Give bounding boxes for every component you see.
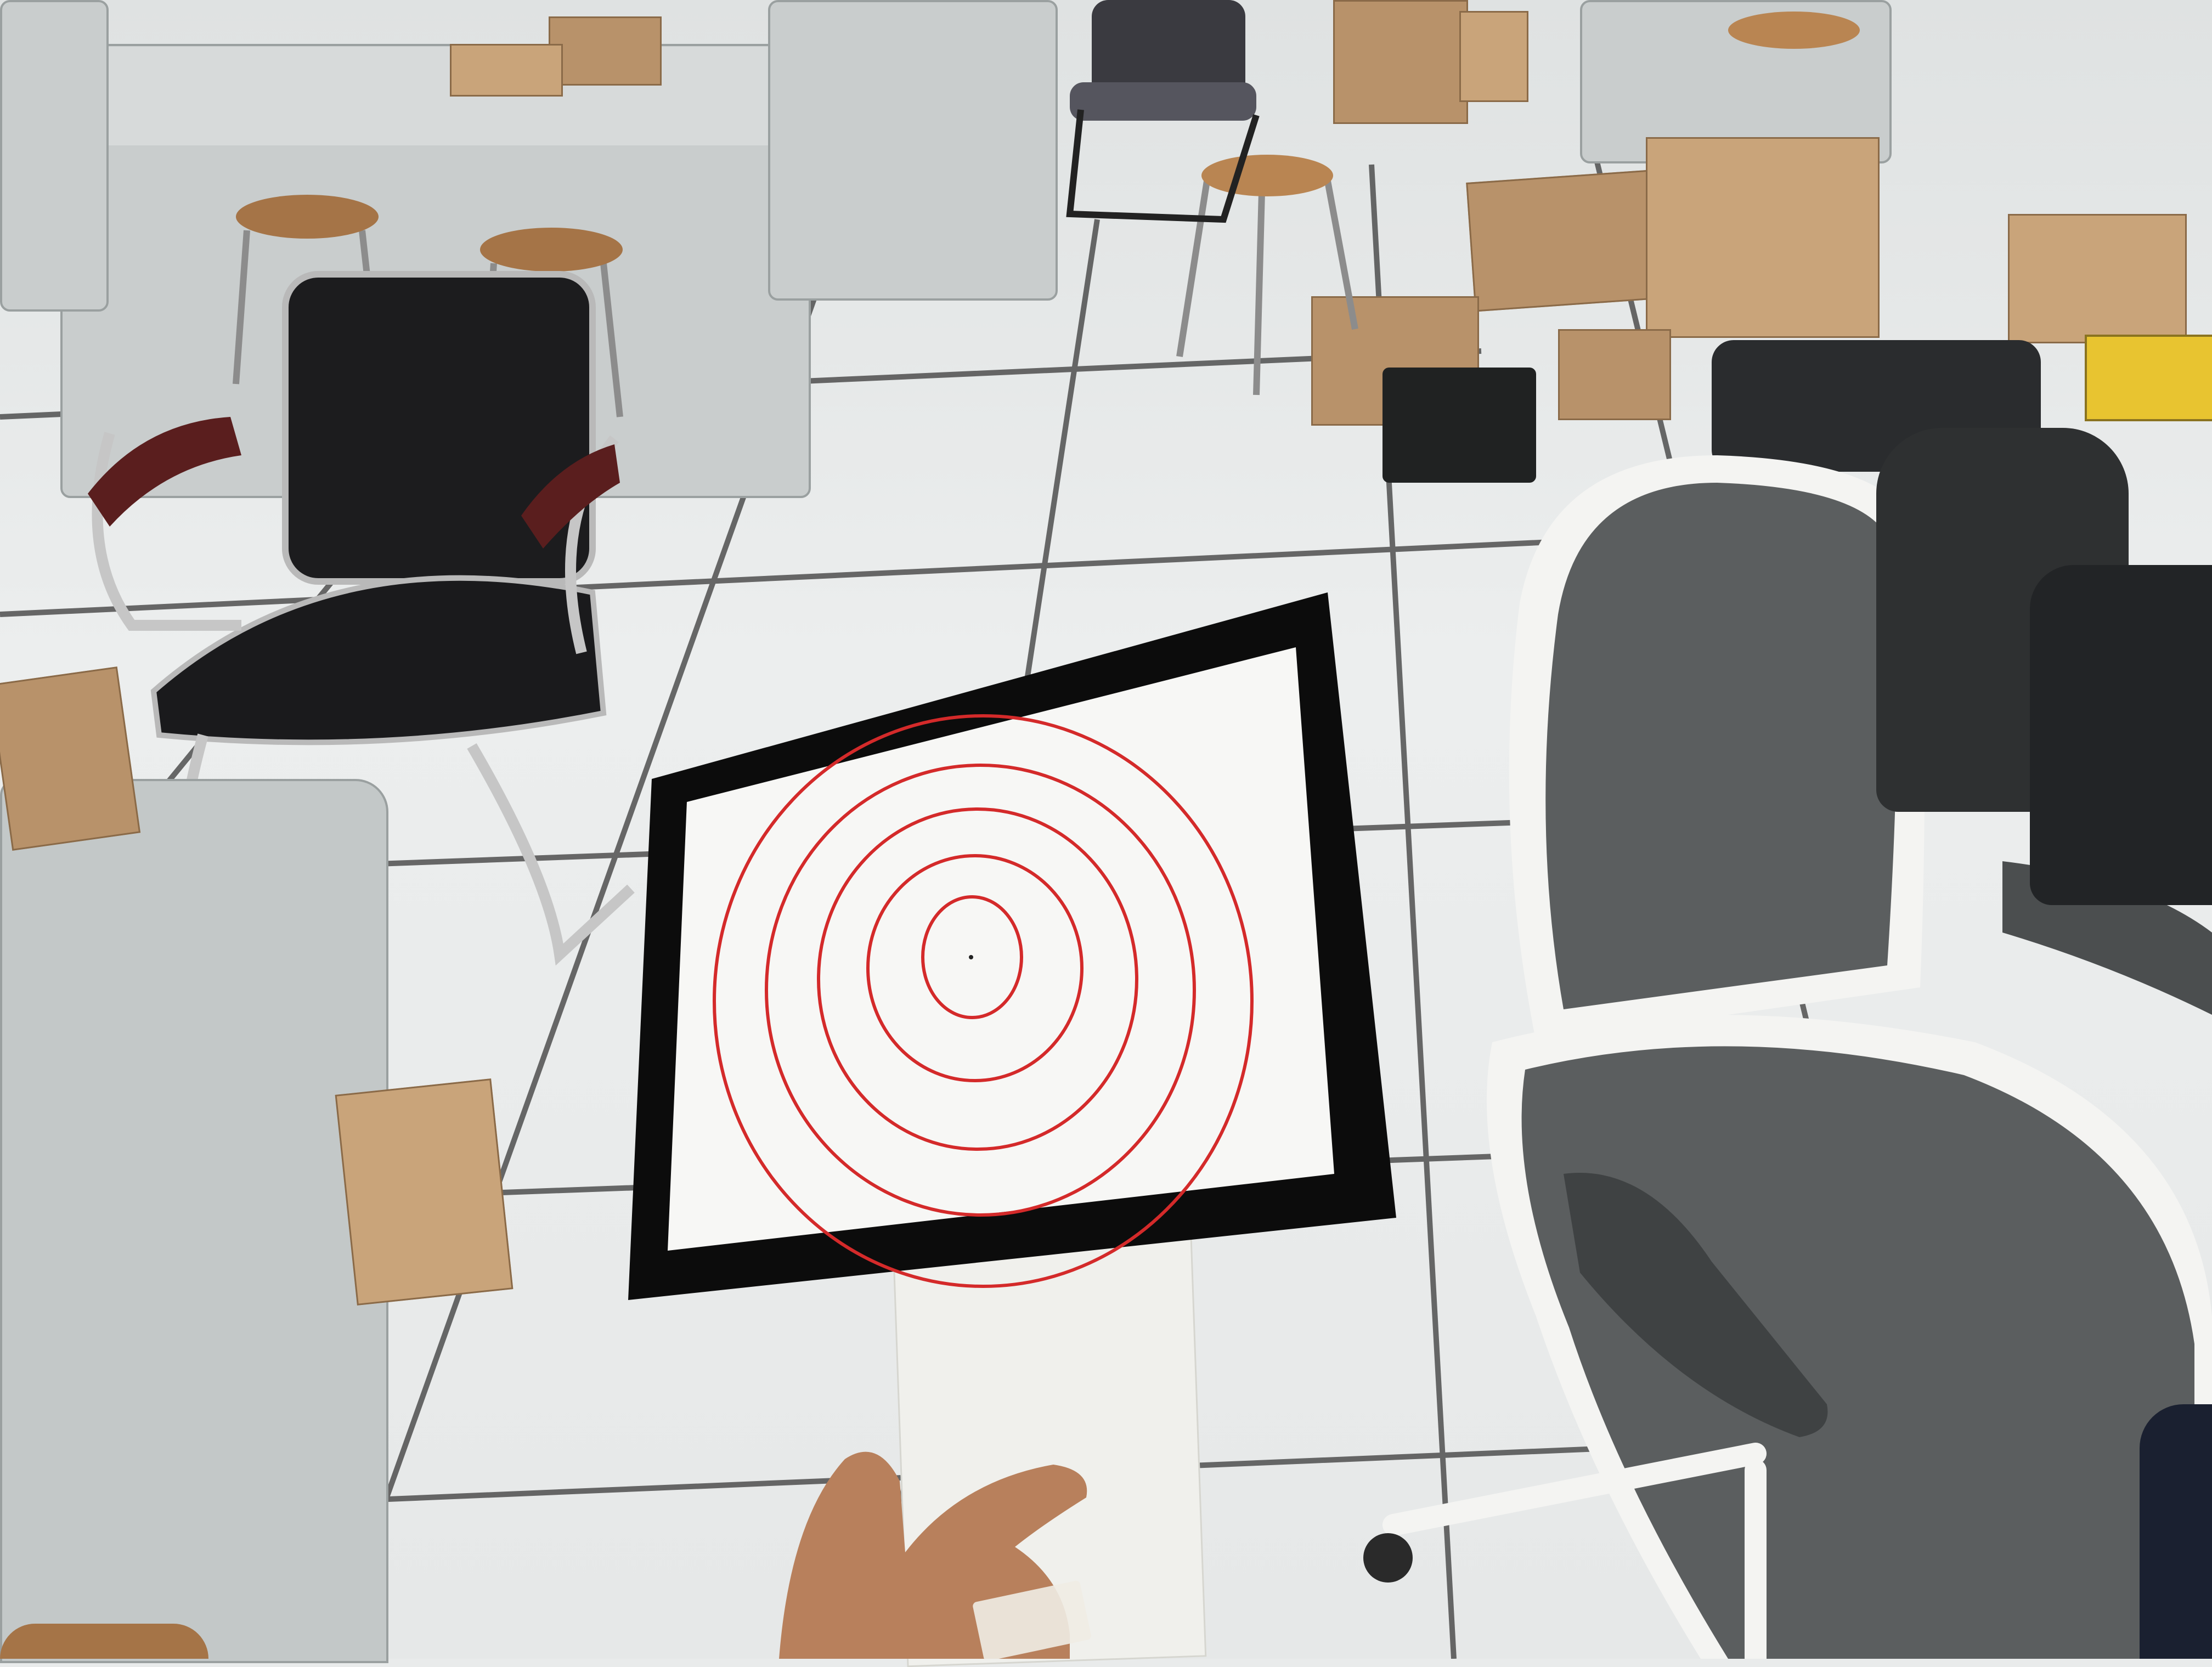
sleeve: [2140, 1404, 2212, 1659]
target-ring: [866, 854, 1084, 1082]
stool-seat: [480, 228, 623, 272]
cardboard-box: [549, 16, 662, 86]
target-center-dot: [969, 955, 973, 959]
desk-foreground-left: [0, 779, 388, 1663]
cardboard-box-open: [1646, 137, 1880, 338]
cardboard-box: [1459, 11, 1528, 102]
stool-seat: [1728, 12, 1860, 49]
tape-strip: [973, 1580, 1091, 1659]
target-ring: [817, 807, 1138, 1151]
cardboard-box: [2008, 214, 2187, 343]
target-ring: [921, 895, 1023, 1019]
office-desk-middle: [768, 0, 1058, 301]
yellow-toolbox: [2085, 335, 2212, 421]
stool-seat: [0, 1624, 208, 1659]
cardboard-box: [450, 44, 563, 97]
cardboard-box: [1333, 0, 1468, 124]
target-rings: [713, 714, 1254, 1288]
backpack: [2030, 565, 2212, 905]
target-ring: [765, 764, 1196, 1217]
target-ring: [713, 714, 1254, 1288]
black-crate: [1383, 368, 1536, 483]
stool-seat: [236, 195, 379, 239]
cabinet-left: [0, 0, 109, 312]
cardboard-box: [1558, 329, 1671, 420]
